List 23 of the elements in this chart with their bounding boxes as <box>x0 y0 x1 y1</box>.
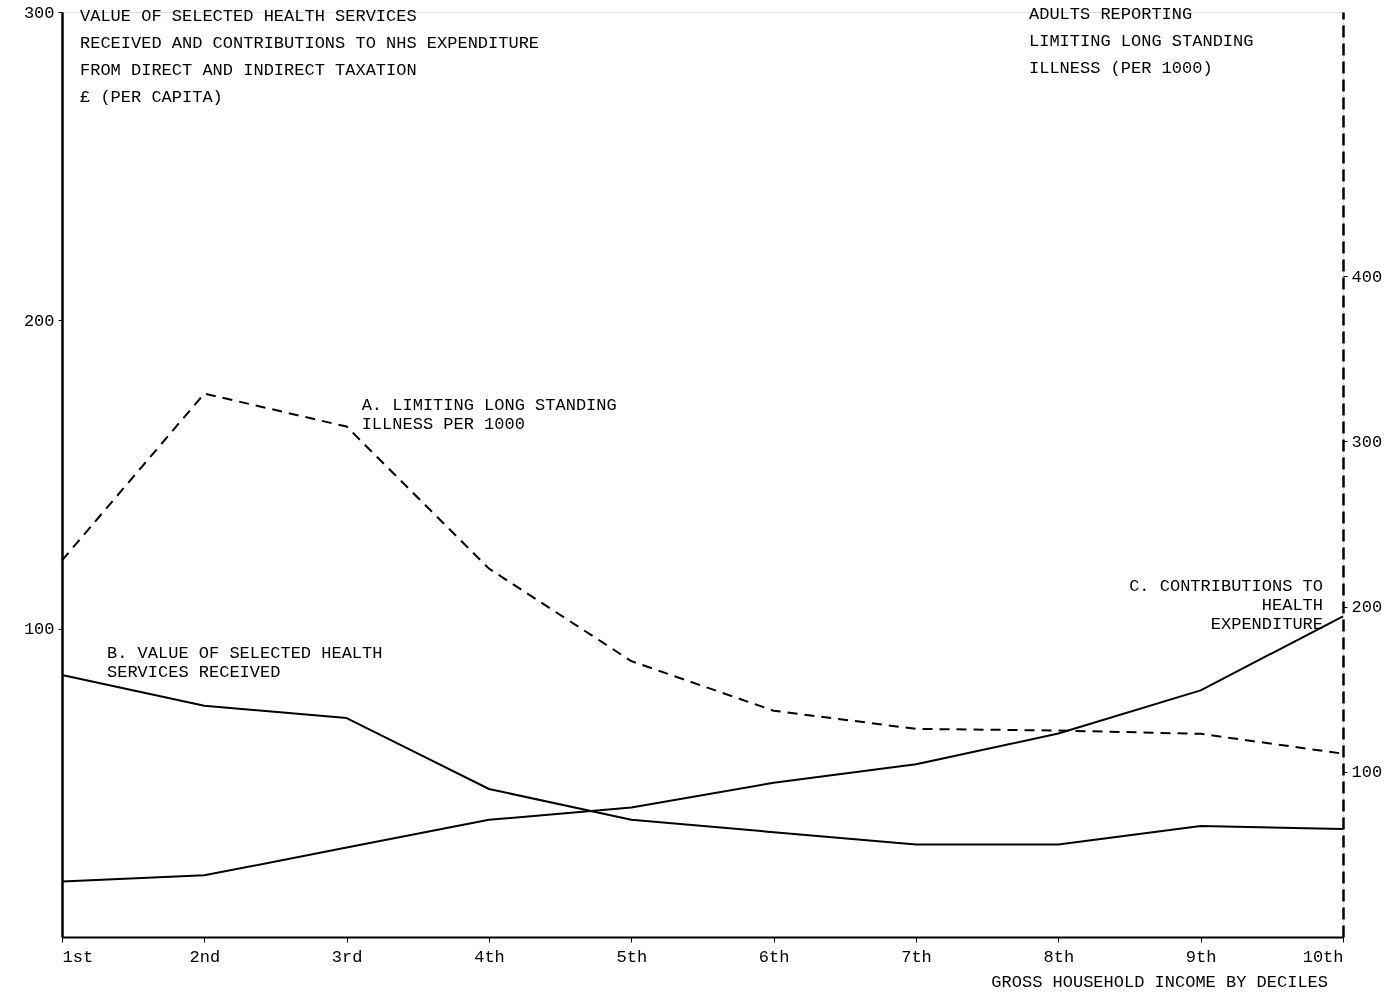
y2-axis-title: ADULTS REPORTING LIMITING LONG STANDING ILLNESS (PER 1000) <box>1029 5 1254 78</box>
y-tick-label: 200 <box>23 311 55 331</box>
y-axis-title: VALUE OF SELECTED HEALTH SERVICES RECEIVED AND CONTRIBUTIONS TO NHS EXPENDITURE FROM DIRECT AND INDIRECT TAXATION £ (PER CAPITA) <box>80 7 540 107</box>
y-tick-label: 300 <box>23 3 55 23</box>
x-tick-label: 1st <box>62 947 94 967</box>
y-tick-label: 100 <box>23 620 55 640</box>
x-axis-title: GROSS HOUSEHOLD INCOME BY DECILES <box>991 973 1328 992</box>
y2-tick-label: 200 <box>1351 598 1383 618</box>
x-tick-label: 2nd <box>189 947 221 967</box>
x-tick-label: 4th <box>474 947 505 967</box>
x-tick-label: 8th <box>1043 947 1075 967</box>
series-label: C. CONTRIBUTIONS TO HEALTH EXPENDITURE <box>1129 577 1323 635</box>
x-tick-label: 5th <box>616 947 648 967</box>
x-tick-label: 7th <box>901 947 932 967</box>
y2-tick-label: 400 <box>1351 267 1383 287</box>
x-tick-label: 3rd <box>331 947 363 967</box>
x-tick-label: 10th <box>1302 947 1344 967</box>
x-tick-label: 6th <box>758 947 790 967</box>
series-label: A. LIMITING LONG STANDING ILLNESS PER 1000 <box>361 395 617 434</box>
y2-tick-label: 300 <box>1351 432 1383 452</box>
x-tick-label: 9th <box>1185 947 1217 967</box>
y2-tick-label: 100 <box>1351 763 1383 783</box>
series-label: B. VALUE OF SELECTED HEALTH SERVICES RECEIVED <box>107 643 383 682</box>
